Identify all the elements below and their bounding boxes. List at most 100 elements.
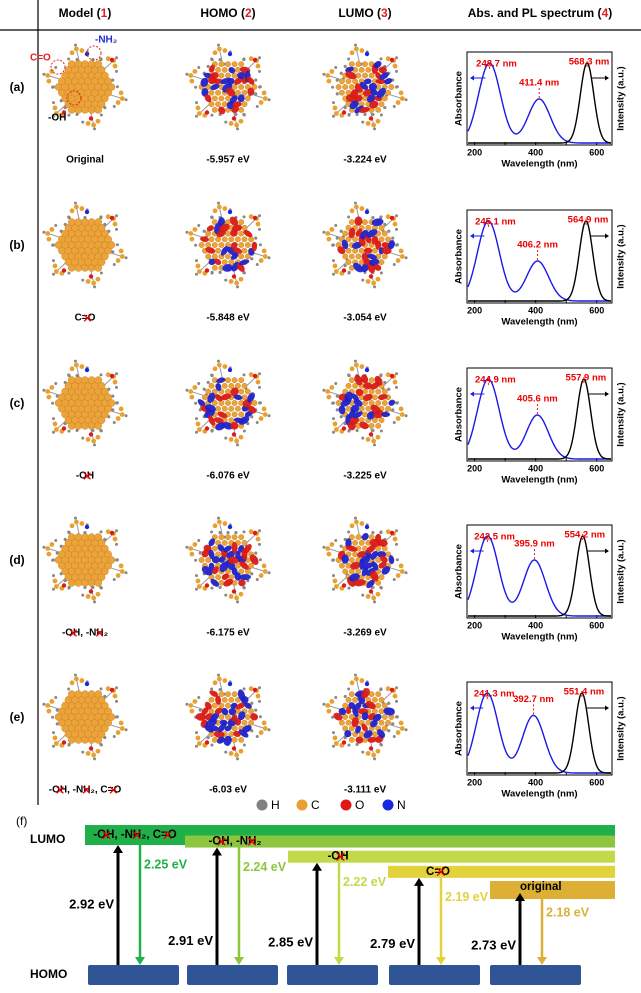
text-part: -OH [208,836,229,848]
atom-h [331,114,335,118]
atom-c [359,521,365,526]
atom-h [83,215,87,220]
atom-c [244,714,251,720]
atom-c [392,536,398,542]
atom-c [46,551,52,557]
atom-c [208,696,215,703]
atom-h [395,529,399,533]
atom-c [365,437,371,442]
arrow-head [135,957,145,965]
atom-h [242,687,246,691]
atom-h [347,270,351,275]
atom-c [46,708,52,714]
atom-c [399,412,405,417]
arrow-head [537,957,547,965]
pl-curve [468,535,611,617]
atom-c [392,379,398,385]
atom-c [238,388,245,395]
atom-c [325,546,331,551]
atom-h [111,394,115,398]
atom-c [368,72,375,79]
atom-c [349,680,355,686]
axis-arrow [470,75,474,81]
homo-bar [490,965,581,985]
atom-c [85,751,91,756]
atom-c [234,438,240,444]
atom-h [206,380,210,385]
atom-h [353,43,357,47]
atom-h [124,98,128,102]
axis-arrow [470,233,474,239]
atom-h [51,401,55,405]
atom-c [228,382,235,389]
atom-h [73,516,77,520]
atom-c [375,434,381,440]
atom-o [389,687,395,693]
legend-swatch [296,799,308,811]
atom-c [208,101,215,108]
orbital-lobe [250,713,258,721]
orbital-lobe [357,551,366,558]
y-axis-label: Absorbance [454,544,465,599]
atom-h [67,687,71,691]
orbital-lobe [366,411,375,420]
atom-c [95,118,101,124]
orbital-lobe [381,566,391,575]
atom-c [378,101,385,108]
atom-c [375,276,381,282]
atom-h [331,243,335,247]
atom-h [379,215,383,220]
atom-c [238,568,245,575]
legend-label: C [311,798,320,812]
orbital-lobe [228,67,236,74]
atom-c [378,696,385,703]
atom-h [387,701,391,705]
atom-c [228,594,234,599]
peak-label: 557.9 nm [566,373,607,384]
atom-c [222,364,228,369]
atom-c [395,258,401,263]
atom-c [353,204,359,210]
atom-c [385,405,391,412]
atom-c [258,416,264,421]
atom-c [338,719,345,726]
pl-curve [468,220,611,302]
orbital-lobe [354,94,363,102]
orbital-lobe [361,263,370,273]
spectrum-frame [466,524,613,619]
atom-c [85,279,91,284]
atom-c [208,236,215,243]
atom-h [335,92,339,96]
x-tick-label: 200 [467,463,482,473]
orbital-lobe [248,405,257,414]
atom-h [347,428,351,433]
atom-h [331,558,335,562]
y-axis-label: Intensity (a.u.) [616,224,627,288]
removed-cross [217,837,226,846]
orbital-lobe [220,393,232,401]
atom-h [250,729,254,733]
text-part: -NH₂ [236,836,262,848]
atom-c [399,254,405,259]
atom-h [392,734,396,738]
atom-c [222,521,228,526]
atom-c [105,529,111,535]
atom-o [109,373,115,379]
orbital-lobe [214,707,223,715]
atom-h [322,702,326,706]
atom-h [391,236,395,240]
atom-c [398,406,404,412]
atom-c [119,412,125,417]
orbital-lobe [227,78,235,86]
orbital-lobe [352,411,363,419]
legend-swatch [256,799,268,811]
atom-c [52,421,58,427]
atom-c [79,206,85,211]
atom-c [49,227,55,232]
atom-h [194,744,198,748]
orbital-lobe [218,106,226,115]
atom-c [212,523,218,529]
peak-label: 244.9 nm [475,375,516,386]
atom-c [85,437,91,442]
atom-c [215,247,222,254]
